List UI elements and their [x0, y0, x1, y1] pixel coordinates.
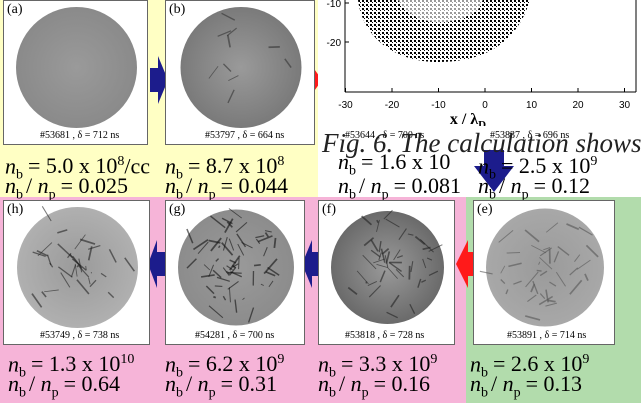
- symbol-n: n: [41, 371, 52, 396]
- ratio-value: = 0.12: [534, 173, 590, 198]
- density-exponent: 8: [277, 154, 284, 169]
- arrow-blue: [148, 240, 165, 288]
- ratio: nb/ np= 0.13: [470, 373, 582, 404]
- symbol-n: n: [478, 173, 489, 198]
- symbol-n: n: [38, 173, 49, 198]
- page: {"symbols": {"n": "n", "b": "b", "p": "p…: [0, 0, 641, 403]
- ratio-value: = 0.044: [221, 173, 288, 198]
- panel-caption: #53681 , δ = 712 ns: [40, 130, 119, 141]
- panel-label: (a): [7, 2, 23, 18]
- panel-label: (b): [169, 2, 185, 18]
- x-tick-label: 0: [482, 100, 488, 111]
- symbol-b: b: [19, 385, 26, 400]
- density-exponent: 10: [120, 352, 134, 367]
- plasma-image: (f): [318, 200, 455, 345]
- image: [166, 1, 315, 145]
- ratio-value: = 0.025: [61, 173, 128, 198]
- ratio: nb/ np= 0.64: [8, 373, 120, 404]
- symbol-n: n: [8, 371, 19, 396]
- ratio: nb/ np= 0.16: [318, 373, 430, 404]
- plasma-disk: [16, 7, 137, 128]
- plasma-disk: [17, 207, 138, 328]
- filament: [507, 253, 520, 254]
- symbol-n: n: [198, 371, 209, 396]
- symbol-n: n: [351, 371, 362, 396]
- panel-caption: #54281 , δ = 700 ns: [195, 330, 274, 341]
- x-tick-label: 20: [572, 100, 584, 111]
- filament: [537, 270, 542, 271]
- ratio: nb/ np= 0.31: [165, 373, 277, 404]
- slash: /: [26, 173, 38, 198]
- y-tick-label: -10: [327, 0, 342, 10]
- density-exponent: 9: [582, 352, 589, 367]
- ratio-value: = 0.64: [64, 371, 120, 396]
- x-axis-label-main: x / λ: [450, 111, 478, 126]
- symbol-n: n: [511, 173, 522, 198]
- image: [4, 201, 150, 345]
- symbol-b: b: [481, 385, 488, 400]
- panel-label: (f): [322, 202, 336, 218]
- slash: /: [339, 371, 351, 396]
- symbol-n: n: [198, 173, 209, 198]
- filament: [274, 238, 275, 248]
- density-exponent: 9: [430, 352, 437, 367]
- symbol-n: n: [470, 371, 481, 396]
- x-tick-label: 30: [619, 100, 631, 111]
- filament: [228, 273, 241, 274]
- x-tick-label: 10: [526, 100, 538, 111]
- x-axis-label-sub: D: [478, 119, 486, 126]
- panel-label: (g): [169, 202, 185, 218]
- x-tick-label: -20: [385, 100, 400, 111]
- filament: [254, 265, 261, 266]
- symbol-p: p: [209, 385, 216, 400]
- symbol-n: n: [503, 371, 514, 396]
- plasma-image: (h): [3, 200, 150, 345]
- panel-caption: #53797 , δ = 664 ns: [205, 130, 284, 141]
- slash: /: [499, 173, 511, 198]
- image: [319, 201, 455, 345]
- ratio-value: = 0.081: [394, 173, 461, 198]
- plasma-disk: [181, 7, 302, 128]
- ratio-value: = 0.16: [374, 371, 430, 396]
- x-tick-label: -30: [338, 100, 353, 111]
- symbol-b: b: [176, 385, 183, 400]
- filament: [215, 286, 223, 287]
- symbol-n: n: [318, 371, 329, 396]
- slash: /: [359, 173, 371, 198]
- symbol-n: n: [165, 371, 176, 396]
- x-tick-label: -10: [431, 100, 446, 111]
- ratio-value: = 0.13: [526, 371, 582, 396]
- symbol-p: p: [514, 385, 521, 400]
- symbol-p: p: [52, 385, 59, 400]
- image: [474, 201, 615, 345]
- filament: [213, 297, 215, 298]
- symbol-n: n: [5, 173, 16, 198]
- density-unit: /cc: [124, 153, 150, 178]
- panel-caption: #53749 , δ = 738 ns: [40, 330, 119, 341]
- panel-caption: #53818 , δ = 728 ns: [345, 330, 424, 341]
- image: [166, 201, 305, 345]
- plasma-image: (e): [473, 200, 615, 345]
- figure-caption: Fig. 6. The calculation shows: [322, 128, 641, 159]
- symbol-b: b: [329, 385, 336, 400]
- slash: /: [29, 371, 41, 396]
- y-tick-label: -20: [327, 38, 342, 49]
- symbol-p: p: [362, 385, 369, 400]
- symbol-n: n: [371, 173, 382, 198]
- ratio-value: = 0.31: [221, 371, 277, 396]
- plasma-image: (a): [3, 0, 148, 145]
- inset-plot: -30 -20 -10 0 10 20 30 -10 -20 x / λD: [318, 0, 641, 126]
- slash: /: [186, 371, 198, 396]
- panel-caption: #53891 , δ = 714 ns: [507, 330, 586, 341]
- symbol-n: n: [338, 173, 349, 198]
- plasma-image: (b): [165, 0, 315, 145]
- plasma-image: (g): [165, 200, 305, 345]
- slash: /: [491, 371, 503, 396]
- density-exponent: 9: [277, 352, 284, 367]
- panel-label: (h): [7, 202, 23, 218]
- panel-label: (e): [477, 202, 493, 218]
- image: [4, 1, 148, 145]
- symbol-n: n: [165, 173, 176, 198]
- slash: /: [186, 173, 198, 198]
